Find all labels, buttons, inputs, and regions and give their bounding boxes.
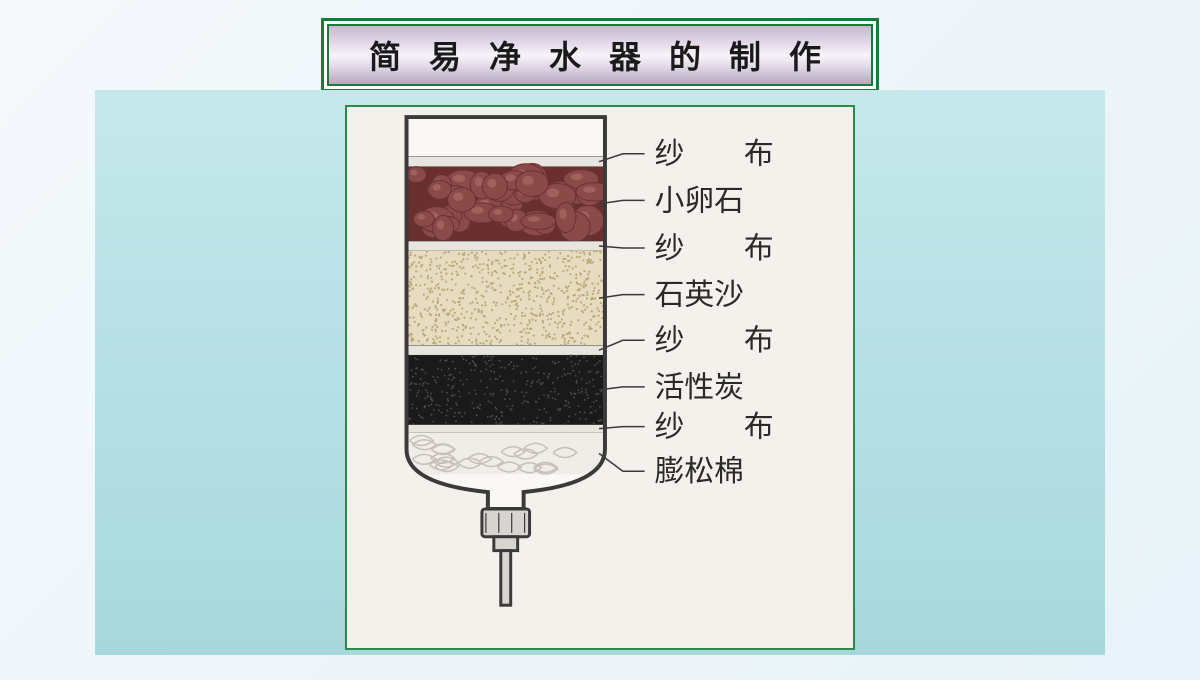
label-gauze2: 纱 布 — [655, 232, 774, 265]
label-gauze1: 纱 布 — [655, 138, 774, 171]
label-pebbles: 小卵石 — [655, 184, 744, 217]
label-charcoal: 活性炭 — [655, 371, 744, 404]
title-frame: 简 易 净 水 器 的 制 作 — [321, 18, 879, 92]
label-sand: 石英沙 — [655, 279, 744, 312]
label-cotton: 膨松棉 — [655, 455, 744, 488]
label-gauze4: 纱 布 — [655, 411, 774, 444]
label-gauze3: 纱 布 — [655, 324, 774, 357]
page-title: 简 易 净 水 器 的 制 作 — [369, 32, 831, 78]
filter-diagram: 纱 布小卵石纱 布石英沙纱 布活性炭纱 布膨松棉 — [347, 107, 853, 648]
diagram-container: 纱 布小卵石纱 布石英沙纱 布活性炭纱 布膨松棉 — [345, 105, 855, 650]
title-inner: 简 易 净 水 器 的 制 作 — [327, 24, 873, 86]
